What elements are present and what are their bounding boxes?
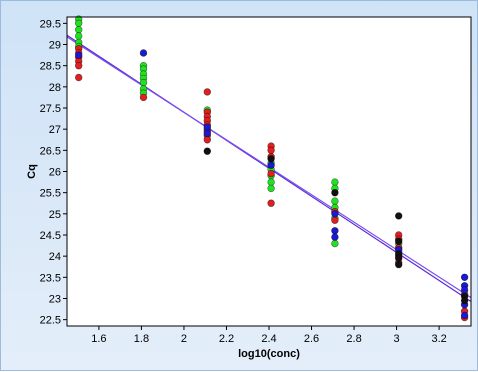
data-point [74, 26, 83, 34]
y-tick-label: 22.5 [40, 315, 61, 327]
data-point [331, 210, 339, 218]
data-point [267, 184, 275, 193]
y-tick-label: 24 [49, 251, 61, 263]
data-point [331, 178, 339, 186]
x-axis: 1.6 1.8 2 2.2 2.4 2.6 2.8 3 3.2 [91, 326, 447, 345]
data-point [74, 51, 83, 59]
data-point [395, 212, 403, 220]
data-point [74, 73, 83, 82]
data-point [74, 19, 83, 27]
y-axis: 22.5 23 23.5 24 24.5 25 25.5 26 26.5 27 27.5 28 28.5… [40, 18, 67, 327]
x-tick-label: 3 [394, 333, 400, 345]
y-tick-label: 27.5 [40, 103, 61, 115]
x-tick-label: 2 [181, 333, 187, 345]
data-point [203, 147, 212, 155]
x-tick-label: 2.6 [304, 333, 319, 345]
data-point [203, 88, 212, 96]
y-tick-label: 23.5 [40, 272, 61, 284]
y-tick-label: 26.5 [40, 145, 61, 157]
data-point [203, 129, 212, 138]
y-tick-label: 29 [49, 40, 61, 52]
data-point [460, 311, 469, 320]
y-tick-label: 27 [49, 124, 61, 136]
data-point [331, 239, 339, 248]
x-tick-label: 1.6 [91, 333, 106, 345]
data-point [139, 78, 148, 87]
x-tick-label: 2.8 [346, 333, 361, 345]
x-tick-label: 1.8 [134, 333, 149, 345]
x-axis-title: log10(conc) [238, 348, 300, 360]
data-point-layer [74, 15, 469, 322]
data-point [267, 146, 275, 155]
y-tick-label: 23 [49, 293, 61, 305]
y-axis-title: Cq [26, 164, 38, 179]
x-tick-label: 2.2 [219, 333, 234, 345]
y-tick-label: 29.5 [40, 18, 61, 30]
data-point [331, 189, 339, 197]
data-point [331, 227, 339, 235]
data-point [267, 161, 275, 169]
data-point [139, 49, 148, 57]
data-point [267, 155, 275, 163]
data-point [267, 178, 275, 186]
data-point [267, 169, 275, 178]
data-point [139, 93, 148, 102]
y-tick-label: 28.5 [40, 61, 61, 73]
y-tick-label: 25.5 [40, 188, 61, 200]
y-tick-label: 25 [49, 209, 61, 221]
data-point [203, 136, 212, 144]
data-point [395, 260, 403, 269]
data-point [331, 233, 339, 241]
data-point [331, 197, 339, 205]
data-point [395, 254, 403, 262]
data-point [331, 216, 339, 224]
data-point [460, 296, 469, 305]
y-tick-label: 24.5 [40, 230, 61, 242]
x-tick-label: 2.4 [261, 333, 276, 345]
data-point [203, 123, 212, 131]
data-point [460, 286, 469, 294]
x-tick-label: 3.2 [431, 333, 446, 345]
data-point [74, 32, 83, 40]
data-point [74, 61, 83, 70]
y-tick-label: 26 [49, 167, 61, 179]
y-tick-label: 28 [49, 82, 61, 94]
data-point [267, 199, 275, 207]
data-point [395, 237, 403, 246]
data-point [460, 273, 469, 281]
